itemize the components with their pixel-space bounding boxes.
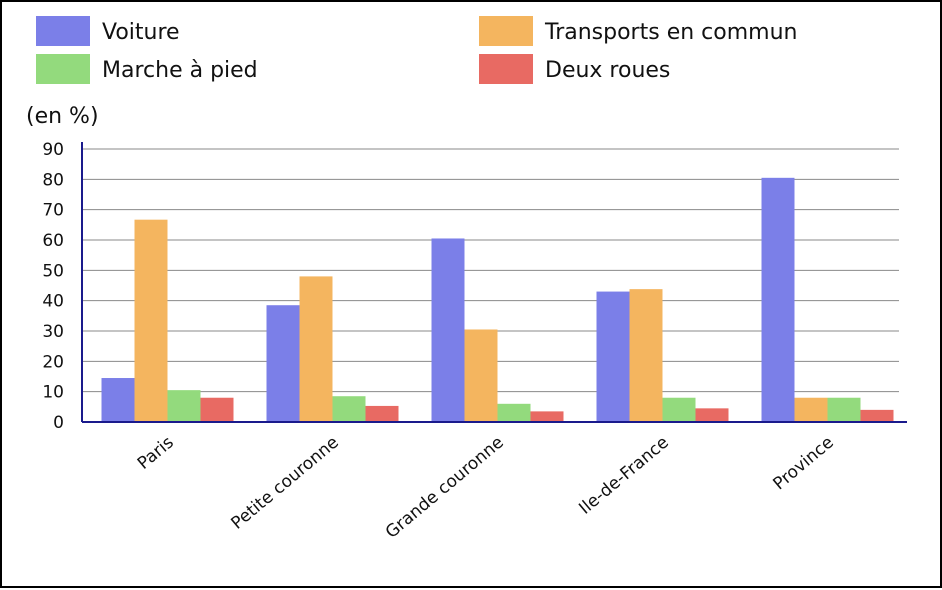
legend-swatch xyxy=(479,16,533,46)
legend-label: Marche à pied xyxy=(102,58,258,83)
x-tick-label: Paris xyxy=(134,432,178,473)
bar-marche-a-pied-paris xyxy=(167,390,201,422)
legend-item-voiture: Voiture xyxy=(36,16,180,46)
y-tick-label: 0 xyxy=(53,413,64,433)
x-tick-label: Ile-de-France xyxy=(575,433,672,519)
y-tick-label: 80 xyxy=(42,170,64,190)
y-tick-label: 50 xyxy=(42,261,64,281)
bar-transports-en-commun-grande-couronne xyxy=(464,329,498,422)
legend-item-deux-roues: Deux roues xyxy=(479,54,670,84)
bar-transports-en-commun-paris xyxy=(134,219,168,422)
y-axis-label: (en %) xyxy=(26,104,99,129)
bar-marche-a-pied-province xyxy=(827,397,861,422)
bars xyxy=(101,177,894,422)
y-tick-labels: 0 10 20 30 40 50 60 70 80 90 xyxy=(42,140,64,433)
gridlines xyxy=(82,148,899,393)
x-tick-label: Province xyxy=(769,433,837,495)
axes xyxy=(81,142,907,423)
legend-label: Deux roues xyxy=(545,58,670,83)
bar-deux-roues-province xyxy=(860,409,894,422)
legend-swatch xyxy=(36,16,90,46)
y-tick-label: 10 xyxy=(42,383,64,403)
bar-deux-roues-ile-de-france xyxy=(695,408,729,422)
legend-label: Voiture xyxy=(102,20,180,45)
bar-voiture-province xyxy=(761,177,795,422)
y-tick-label: 30 xyxy=(42,322,64,342)
x-tick-label: Petite couronne xyxy=(228,433,343,534)
y-tick-label: 60 xyxy=(42,231,64,251)
legend-swatch xyxy=(36,54,90,84)
legend-item-marche-a-pied: Marche à pied xyxy=(36,54,258,84)
bar-marche-a-pied-ile-de-france xyxy=(662,397,696,422)
y-tick-label: 70 xyxy=(42,201,64,221)
bar-voiture-ile-de-france xyxy=(596,291,630,422)
bar-deux-roues-petite-couronne xyxy=(365,405,399,422)
legend-item-transports-en-commun: Transports en commun xyxy=(479,16,797,46)
bar-marche-a-pied-petite-couronne xyxy=(332,396,366,422)
bar-voiture-petite-couronne xyxy=(266,305,300,422)
bar-deux-roues-paris xyxy=(200,397,234,422)
bar-deux-roues-grande-couronne xyxy=(530,411,564,422)
bar-transports-en-commun-ile-de-france xyxy=(629,289,663,422)
x-tick-label: Grande couronne xyxy=(382,433,508,543)
legend-swatch xyxy=(479,54,533,84)
bar-transports-en-commun-petite-couronne xyxy=(299,276,333,422)
y-tick-label: 40 xyxy=(42,292,64,312)
x-tick-labels: Paris Petite couronne Grande couronne Ile-d… xyxy=(134,432,838,542)
bar-marche-a-pied-grande-couronne xyxy=(497,403,531,422)
legend: Voiture Transports en commun Marche à pied… xyxy=(36,16,797,84)
y-tick-label: 90 xyxy=(42,140,64,160)
legend-label: Transports en commun xyxy=(544,20,797,45)
bar-voiture-paris xyxy=(101,378,135,422)
bar-transports-en-commun-province xyxy=(794,397,828,422)
y-tick-label: 20 xyxy=(42,352,64,372)
bar-voiture-grande-couronne xyxy=(431,238,465,422)
